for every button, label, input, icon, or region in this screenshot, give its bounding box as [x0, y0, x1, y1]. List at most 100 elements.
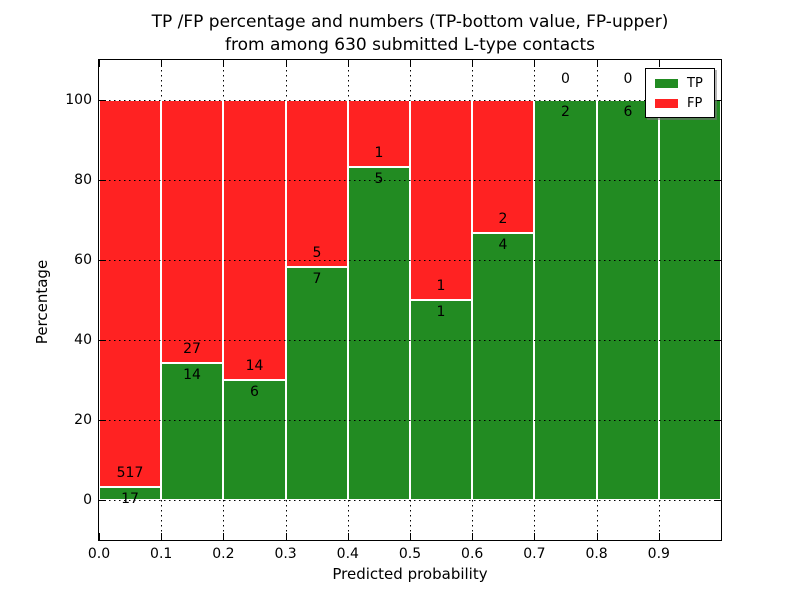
tick-mark-bottom [348, 533, 349, 540]
bar-fp-count-label: 517 [116, 465, 144, 481]
tick-mark-bottom [534, 533, 535, 540]
bar-fp-count-label: 1 [436, 278, 446, 294]
tick-mark-bottom [659, 533, 660, 540]
bar-fp-count-label: 0 [561, 71, 570, 87]
y-tick-label: 80 [74, 172, 92, 188]
bar-fp-count-label: 2 [498, 211, 508, 227]
tick-mark-top [286, 60, 287, 67]
x-tick-label: 0.0 [87, 546, 111, 562]
tick-mark-bottom [223, 533, 224, 540]
tick-mark-left [99, 180, 106, 181]
tick-mark-right [714, 180, 721, 181]
tick-mark-right [714, 420, 721, 421]
tick-mark-bottom [161, 533, 162, 540]
y-tick-label: 100 [65, 92, 92, 108]
tick-mark-top [659, 60, 660, 67]
x-tick-label: 0.5 [398, 546, 422, 562]
tick-mark-top [597, 60, 598, 67]
tick-mark-bottom [99, 533, 100, 540]
chart-title: TP /FP percentage and numbers (TP-bottom… [99, 11, 721, 57]
legend-label: TP [687, 76, 703, 91]
bar-fp-count-label: 14 [245, 358, 264, 374]
gridline-horizontal [99, 260, 721, 261]
bar-fp-segment [223, 100, 286, 380]
tick-mark-top [161, 60, 162, 67]
bar-tp-segment [534, 100, 597, 500]
bar-tp-segment [472, 233, 534, 500]
legend-swatch-tp [654, 78, 679, 89]
x-tick-label: 0.2 [212, 546, 235, 562]
bar-tp-segment [597, 100, 659, 500]
tick-mark-top [472, 60, 473, 67]
y-tick-label: 60 [74, 252, 92, 268]
bar-tp-segment [659, 100, 721, 500]
bar-fp-segment [472, 100, 534, 233]
tick-mark-top [348, 60, 349, 67]
tick-mark-left [99, 100, 106, 101]
tick-mark-top [410, 60, 411, 67]
tick-mark-top [99, 60, 100, 67]
x-tick-label: 0.6 [461, 546, 484, 562]
bar-fp-segment [410, 100, 472, 300]
x-tick-label: 0.7 [523, 546, 546, 562]
gridline-horizontal [99, 420, 721, 421]
y-tick-label: 40 [74, 332, 92, 348]
gridline-horizontal [99, 340, 721, 341]
gridline-horizontal [99, 100, 721, 101]
bar-fp-segment [161, 100, 223, 363]
tick-mark-left [99, 500, 106, 501]
tick-mark-right [714, 500, 721, 501]
x-tick-label: 0.3 [274, 546, 297, 562]
chart-title-line2: from among 630 submitted L-type contacts [224, 35, 595, 55]
bar-tp-segment [161, 363, 223, 500]
tick-mark-left [99, 260, 106, 261]
bar-fp-count-label: 27 [183, 341, 201, 357]
y-tick-label: 20 [74, 412, 92, 428]
bar-fp-count-label: 0 [623, 71, 633, 87]
bar-fp-count-label: 1 [374, 145, 384, 161]
bar-fp-segment [99, 100, 161, 487]
tick-mark-left [99, 340, 106, 341]
y-axis-label: Percentage [33, 259, 51, 345]
bar-tp-segment [223, 380, 286, 500]
bar-tp-count-label: 6 [623, 104, 633, 120]
bar-tp-count-label: 14 [183, 367, 201, 383]
x-tick-label: 0.4 [336, 546, 359, 562]
gridline-horizontal [99, 180, 721, 181]
tick-mark-top [223, 60, 224, 67]
legend: TP FP [645, 68, 715, 118]
x-tick-label: 0.1 [150, 546, 173, 562]
bar-tp-count-label: 2 [561, 104, 570, 120]
bar-tp-count-label: 6 [250, 384, 259, 400]
bar-tp-segment [99, 487, 161, 500]
tick-mark-left [99, 420, 106, 421]
legend-swatch-fp [654, 98, 679, 109]
bar-tp-count-label: 17 [121, 491, 139, 507]
x-tick-label: 0.8 [585, 546, 608, 562]
gridline-horizontal [99, 500, 721, 501]
bar-tp-segment [348, 167, 410, 500]
chart-title-line1: TP /FP percentage and numbers (TP-bottom… [151, 12, 669, 32]
bar-tp-count-label: 4 [498, 237, 508, 253]
tick-mark-bottom [597, 533, 598, 540]
tick-mark-right [714, 100, 721, 101]
tick-mark-bottom [286, 533, 287, 540]
tick-mark-top [534, 60, 535, 67]
tick-mark-bottom [472, 533, 473, 540]
x-axis-label: Predicted probability [332, 565, 488, 583]
bar-tp-segment [286, 267, 348, 500]
bar-fp-segment [348, 100, 410, 167]
x-tick-label: 0.9 [647, 546, 670, 562]
tick-mark-right [714, 260, 721, 261]
y-tick-label: 0 [83, 492, 92, 508]
legend-item-fp: FP [646, 94, 714, 113]
tick-mark-right [714, 340, 721, 341]
bar-fp-count-label: 5 [312, 245, 322, 261]
bar-fp-segment [286, 100, 348, 267]
bar-tp-count-label: 1 [436, 304, 446, 320]
bar-tp-segment [410, 300, 472, 500]
bar-tp-count-label: 5 [374, 171, 384, 187]
legend-label: FP [687, 96, 703, 111]
